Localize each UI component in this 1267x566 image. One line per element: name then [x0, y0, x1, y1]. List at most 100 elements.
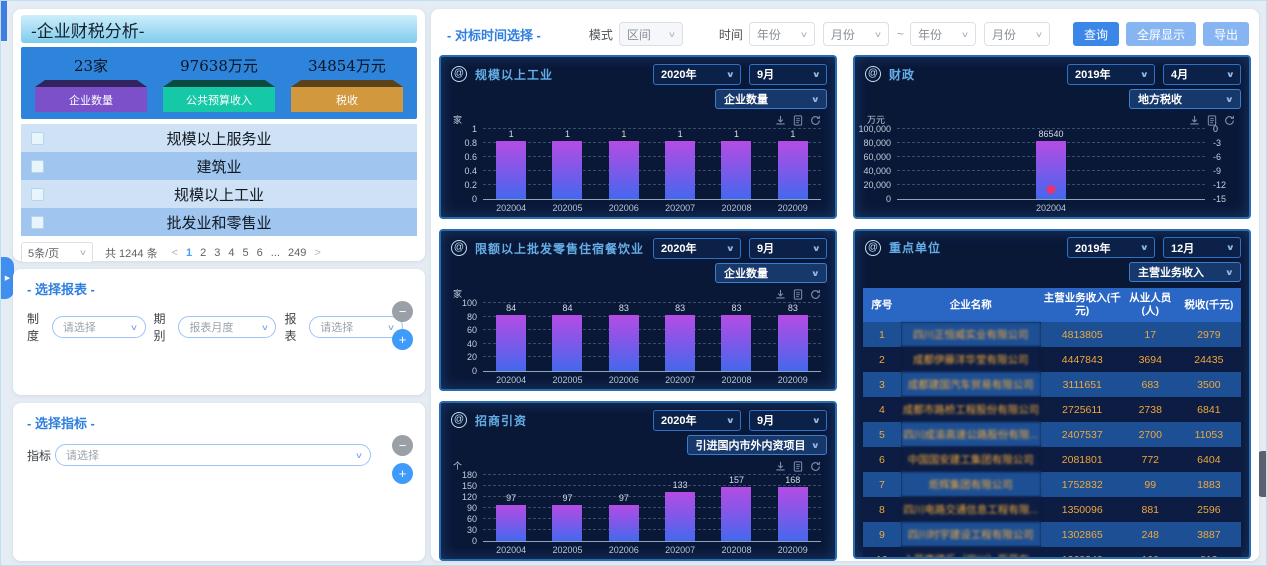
x-tick-label: 202007 [665, 545, 696, 555]
table-row[interactable]: 6 中国国安建工集团有限公司 2081801 772 6404 [863, 447, 1241, 473]
x-tick-label: 202005 [552, 375, 583, 385]
table-row[interactable]: 2 成都伊藤洋华堂有限公司 4447843 3694 24435 [863, 347, 1241, 373]
value-cell: 11053 [1176, 422, 1241, 448]
page-number[interactable]: 1 [186, 246, 193, 259]
metric-select[interactable]: 主营业务收入 ∨ [1129, 262, 1241, 282]
remove-report-row-button[interactable]: − [392, 301, 413, 322]
value-cell: 1 [863, 322, 901, 348]
download-icon[interactable] [1189, 115, 1200, 126]
page-title: -企业财税分析- [21, 15, 417, 43]
metric-select[interactable]: 企业数量 ∨ [715, 89, 827, 109]
metric-select[interactable]: 引进国内市外内资项目 ∨ [686, 435, 827, 455]
table-row[interactable]: 1 四川正恒威实业有限公司 4813805 17 2979 [863, 322, 1241, 348]
x-tick-label: 202008 [721, 203, 752, 213]
query-button[interactable]: 查询 [1072, 22, 1119, 46]
chevron-down-icon: ∨ [960, 29, 970, 39]
add-report-row-button[interactable]: + [392, 329, 413, 350]
remove-indicator-row-button[interactable]: − [392, 435, 413, 456]
download-icon[interactable] [775, 461, 786, 472]
stat-button-tax[interactable]: 税收 [291, 87, 403, 112]
bar-value-label: 97 [618, 493, 629, 504]
period-select[interactable]: 报表月度 ∨ [178, 316, 277, 338]
page-number[interactable]: 2 [200, 246, 207, 259]
checkbox[interactable] [31, 215, 44, 229]
bar-value-label: 84 [562, 303, 573, 313]
metric-select[interactable]: 企业数量 ∨ [715, 263, 827, 283]
download-icon[interactable] [775, 289, 786, 300]
bar-value-label: 1 [508, 129, 514, 139]
table-row[interactable]: 7 炬辉集团有限公司 1752832 99 1883 [863, 472, 1241, 498]
month-select[interactable]: 9月 ∨ [749, 409, 827, 431]
indicator-select[interactable]: 请选择 ∨ [55, 444, 372, 466]
plot-area: 0 20 40 60 80 100 84 202004 84 202005 83 202006 83 20… [462, 298, 821, 385]
add-indicator-row-button[interactable]: + [392, 463, 413, 484]
page-number[interactable]: 3 [214, 246, 221, 259]
report-select[interactable]: 请选择 ∨ [309, 316, 403, 338]
checkbox[interactable] [31, 159, 44, 173]
file-icon[interactable] [793, 289, 803, 300]
field-label: 指标 [27, 448, 52, 463]
page-ellipsis: ... [270, 246, 280, 259]
industry-row-services[interactable]: 规模以上服务业 [21, 124, 417, 152]
start-month-select[interactable]: 月份 ∨ [822, 22, 889, 46]
page-number[interactable]: 6 [256, 246, 263, 259]
checkbox[interactable] [31, 131, 44, 145]
table-row[interactable]: 5 四川成渝高速公路股份有限... 2407537 2700 11053 [863, 422, 1241, 448]
stat-button-public-budget[interactable]: 公共预算收入 [163, 87, 275, 112]
next-page-button[interactable]: > [314, 246, 321, 259]
mode-select[interactable]: 区间 ∨ [618, 22, 683, 46]
industry-row-construction[interactable]: 建筑业 [21, 152, 417, 180]
end-month-select[interactable]: 月份 ∨ [983, 22, 1050, 46]
stat-value: 34854万元 [308, 57, 386, 75]
month-select[interactable]: 12月 ∨ [1163, 237, 1241, 258]
collapse-expand-tab[interactable]: ▶ [1, 257, 14, 299]
page-number[interactable]: 249 [287, 246, 307, 259]
stat-button-enterprise-count[interactable]: 企业数量 [35, 87, 147, 112]
system-select[interactable]: 请选择 ∨ [51, 316, 146, 338]
month-select[interactable]: 9月 ∨ [749, 237, 827, 259]
file-icon[interactable] [793, 461, 803, 472]
refresh-icon[interactable] [810, 461, 821, 472]
table-row[interactable]: 10上药康德乐（四川）医药有...1260240100813 [863, 547, 1241, 557]
year-select[interactable]: 2020年 ∨ [653, 409, 741, 431]
metric-select[interactable]: 地方税收 ∨ [1129, 89, 1241, 109]
page-number[interactable]: 5 [242, 246, 249, 259]
checkbox[interactable] [31, 187, 44, 201]
year-select[interactable]: 2020年 ∨ [653, 237, 741, 259]
pagination: 5条/页 ∨ 共 1244 条 < 1 2 3 4 5 6... 249 > [21, 242, 417, 263]
page-number[interactable]: 4 [228, 246, 235, 259]
edge-widget[interactable] [1257, 451, 1266, 497]
month-select[interactable]: 4月 ∨ [1163, 63, 1241, 85]
page-size-select[interactable]: 5条/页 ∨ [21, 242, 93, 263]
table-row[interactable]: 8 四川电路交通信息工程有限... 1350096 881 2596 [863, 497, 1241, 523]
bar [777, 487, 808, 541]
bar [496, 141, 527, 199]
table-row[interactable]: 3 成都建国汽车贸易有限公司 3111651 683 3500 [863, 372, 1241, 398]
table-row[interactable]: 4 成都市路桥工程股份有限公司 2725611 2738 6841 [863, 397, 1241, 423]
download-icon[interactable] [775, 115, 786, 126]
year-select[interactable]: 2020年 ∨ [653, 63, 741, 85]
industry-row-wholesale-retail[interactable]: 批发业和零售业 [21, 208, 417, 236]
refresh-icon[interactable] [810, 289, 821, 300]
export-button[interactable]: 导出 [1202, 22, 1249, 46]
year-select[interactable]: 2019年 ∨ [1067, 237, 1155, 258]
refresh-icon[interactable] [1224, 115, 1235, 126]
table-row[interactable]: 9 四川时宇建设工程有限公司 1302865 248 3887 [863, 522, 1241, 548]
year-select[interactable]: 2019年 ∨ [1067, 63, 1155, 85]
month-select[interactable]: 9月 ∨ [749, 63, 827, 85]
stat-public-budget: 97638万元 公共预算收入 [155, 47, 283, 119]
bar [665, 492, 696, 541]
end-year-select[interactable]: 年份 ∨ [909, 22, 976, 46]
value-cell: 17 [1123, 322, 1177, 348]
start-year-select[interactable]: 年份 ∨ [748, 22, 815, 46]
file-icon[interactable] [793, 115, 803, 126]
bar [496, 505, 527, 541]
y-tick-label: 0 [471, 194, 477, 204]
value-cell: 4447843 [1040, 347, 1124, 373]
industry-row-industry[interactable]: 规模以上工业 [21, 180, 417, 208]
prev-page-button[interactable]: < [171, 246, 179, 259]
bar [721, 315, 752, 371]
file-icon[interactable] [1207, 115, 1217, 126]
refresh-icon[interactable] [810, 115, 821, 126]
fullscreen-button[interactable]: 全屏显示 [1125, 22, 1196, 46]
